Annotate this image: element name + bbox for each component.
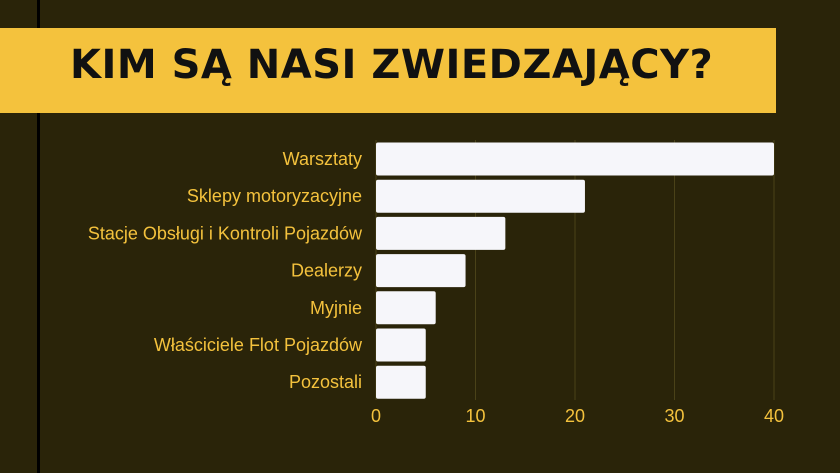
title-banner <box>0 28 776 113</box>
bar <box>376 254 466 288</box>
category-label: Stacje Obsługi i Kontroli Pojazdów <box>88 223 363 243</box>
x-tick-label: 10 <box>465 406 485 426</box>
page-title: KIM SĄ NASI ZWIEDZAJĄCY? <box>70 42 714 88</box>
x-tick-label: 0 <box>371 406 381 426</box>
category-label: Właściciele Flot Pojazdów <box>154 335 363 355</box>
bar <box>376 142 774 176</box>
bar <box>376 328 426 362</box>
category-label: Pozostali <box>289 372 362 392</box>
bar <box>376 291 436 325</box>
category-label: Myjnie <box>310 298 362 318</box>
category-label: Sklepy motoryzacyjne <box>187 186 362 206</box>
x-tick-label: 20 <box>565 406 585 426</box>
left-divider-line <box>37 0 40 473</box>
bar <box>376 216 506 250</box>
bar <box>376 179 585 213</box>
category-label: Dealerzy <box>291 261 362 281</box>
bar <box>376 365 426 399</box>
x-tick-label: 40 <box>764 406 784 426</box>
category-label: Warsztaty <box>283 149 362 169</box>
x-tick-label: 30 <box>664 406 684 426</box>
